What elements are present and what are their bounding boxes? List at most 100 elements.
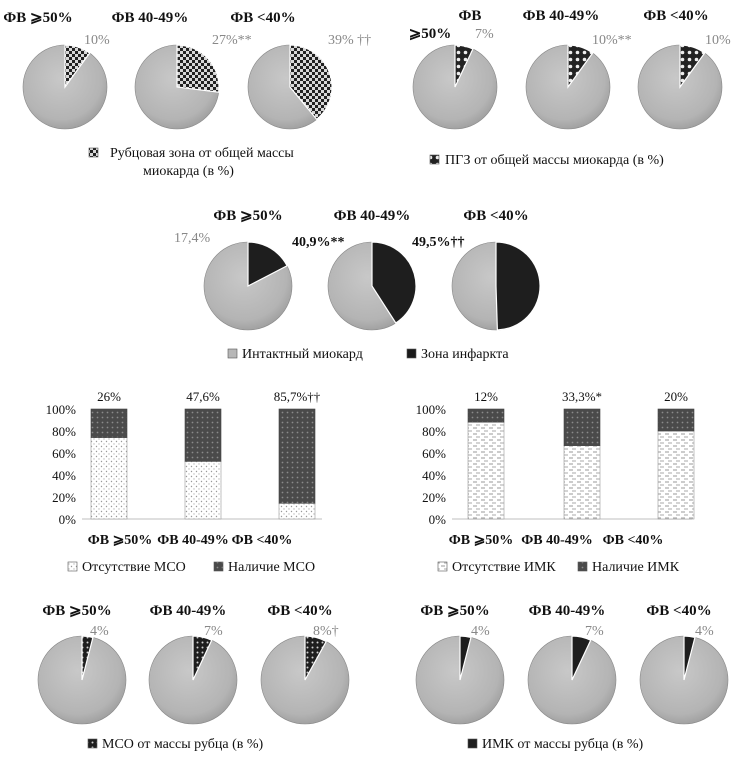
legend-pgz-text: ПГЗ от общей массы миокарда (в %) <box>445 153 664 168</box>
pie-imk-label-2: 4% <box>695 624 714 639</box>
pie-scar-header-1: ФВ 40-49% <box>112 10 189 26</box>
pie-pgz-0 <box>412 44 498 130</box>
legend-infarct-text: Зона инфаркта <box>421 347 509 362</box>
pie-pgz-label-2: 10% <box>705 33 731 48</box>
pie-mso-1-value-slice <box>192 635 213 681</box>
bar-imk-value-label-1: 33,3%* <box>562 389 602 404</box>
bar-mso-ytick-4: 80% <box>52 424 76 439</box>
pie-scar-0 <box>22 44 108 130</box>
bar-mso-cat-0: ФВ ⩾50% <box>88 533 153 548</box>
bar-imk-value-label-0: 12% <box>474 389 498 404</box>
legend-mso-present-icon <box>213 561 224 572</box>
pie-scar-header-0: ФВ ⩾50% <box>3 10 72 26</box>
bar-mso-bar-top-1 <box>184 408 222 462</box>
pie-imk-1 <box>527 635 617 725</box>
pie-mso-2-value-slice <box>304 635 328 681</box>
pie-pgz-header-0b: ⩾50% <box>409 26 452 42</box>
bar-mso-ytick-3: 60% <box>52 446 76 461</box>
bar-imk-bar-top-1 <box>563 408 601 446</box>
bar-mso-ytick-1: 20% <box>52 490 76 505</box>
pie-imk-1-value-slice <box>571 635 592 681</box>
pie-imk-0 <box>415 635 505 725</box>
legend-intact-text: Интактный миокард <box>242 347 363 362</box>
bar-imk-ytick-5: 100% <box>416 402 447 417</box>
pie-scar-2-value-slice <box>289 44 333 121</box>
pie-infarct-2 <box>451 241 541 331</box>
bar-imk-ytick-2: 40% <box>422 468 446 483</box>
bar-mso-bar-bottom-2 <box>278 502 316 520</box>
pie-scar-label-0: 10% <box>84 33 110 48</box>
bar-imk-bar-bottom-1 <box>563 445 601 520</box>
pie-scar-1 <box>134 44 220 130</box>
pie-imk-label-1: 7% <box>585 624 604 639</box>
pie-imk-header-0: ФВ ⩾50% <box>420 603 489 619</box>
bar-imk-bar-bottom-2 <box>657 430 695 520</box>
pie-mso-label-0: 4% <box>90 624 109 639</box>
legend-imk-present-text: Наличие ИМК <box>592 560 680 575</box>
legend-infarct-icon <box>406 348 417 359</box>
pie-scar-label-1: 27%** <box>212 33 252 48</box>
pie-scar-header-2: ФВ <40% <box>230 10 295 26</box>
pie-mso-label-1: 7% <box>204 624 223 639</box>
bar-imk-cat-0: ФВ ⩾50% <box>449 533 514 548</box>
bar-mso-cat-1: ФВ 40-49% <box>157 533 229 548</box>
pie-pgz-label-1: 10%** <box>592 33 632 48</box>
bar-imk-bar-top-0 <box>467 408 505 423</box>
pie-infarct-label-1: 40,9%** <box>292 235 345 250</box>
bar-imk-cat-1: ФВ 40-49% <box>521 533 593 548</box>
pie-pgz-header-0a: ФВ <box>459 8 482 24</box>
bar-imk-value-label-2: 20% <box>664 389 688 404</box>
pie-infarct-header-1: ФВ 40-49% <box>334 208 411 224</box>
pie-mso-0-value-slice <box>81 635 94 681</box>
legend-imk-share-text: ИМК от массы рубца (в %) <box>482 737 644 752</box>
pie-mso-header-1: ФВ 40-49% <box>150 603 227 619</box>
pie-mso-label-2: 8%† <box>313 624 339 639</box>
bar-mso-value-label-1: 47,6% <box>186 389 220 404</box>
pie-mso-header-0: ФВ ⩾50% <box>42 603 111 619</box>
pie-pgz-header-1: ФВ 40-49% <box>523 8 600 24</box>
pie-infarct-label-0: 17,4% <box>174 231 211 246</box>
pie-pgz-2 <box>637 44 723 130</box>
pie-pgz-header-2: ФВ <40% <box>643 8 708 24</box>
bar-mso-bar-top-2 <box>278 408 316 504</box>
pie-imk-header-2: ФВ <40% <box>646 603 711 619</box>
legend-mso-absent-icon <box>67 561 78 572</box>
pie-infarct-1-value-slice <box>371 241 417 324</box>
pie-infarct-label-2: 49,5%†† <box>412 235 465 250</box>
pie-mso-0 <box>37 635 127 725</box>
pie-pgz-label-0: 7% <box>475 27 494 42</box>
legend-scar-line-1: Рубцовая зона от общей массы <box>110 146 294 161</box>
legend-mso-present-text: Наличие МСО <box>228 560 315 575</box>
bar-mso-bar-bottom-1 <box>184 461 222 520</box>
legend-imk-share-icon <box>467 738 478 749</box>
legend-pgz-icon <box>429 154 440 165</box>
pie-infarct-header-2: ФВ <40% <box>463 208 528 224</box>
bar-mso-ytick-0: 0% <box>59 512 77 527</box>
legend-intact-icon <box>227 348 238 359</box>
bar-imk-ytick-1: 20% <box>422 490 446 505</box>
bar-imk-bar-top-2 <box>657 408 695 432</box>
pie-infarct-2-value-slice <box>495 241 541 331</box>
pie-mso-header-2: ФВ <40% <box>267 603 332 619</box>
bar-mso-cat-2: ФВ <40% <box>232 533 293 548</box>
legend-scar-icon <box>88 147 99 158</box>
pie-pgz-1 <box>525 44 611 130</box>
pie-imk-label-0: 4% <box>471 624 490 639</box>
legend-imk-absent-icon <box>437 561 448 572</box>
pie-mso-2 <box>260 635 350 725</box>
pie-pgz-2-value-slice <box>679 44 706 89</box>
pie-infarct-1 <box>327 241 417 331</box>
pie-mso-1 <box>148 635 238 725</box>
pie-scar-2 <box>247 44 333 130</box>
bar-mso-bar-bottom-0 <box>90 437 128 520</box>
pie-infarct-0-value-slice <box>247 241 288 287</box>
bar-imk-ytick-0: 0% <box>429 512 447 527</box>
legend-mso-absent-text: Отсутствие МСО <box>82 560 186 575</box>
legend-scar-line-2: миокарда (в %) <box>143 164 234 179</box>
pie-scar-0-value-slice <box>64 44 91 89</box>
pie-imk-2 <box>639 635 729 725</box>
bar-imk-bar-bottom-0 <box>467 421 505 520</box>
legend-imk-present-icon <box>577 561 588 572</box>
bar-imk-cat-2: ФВ <40% <box>603 533 664 548</box>
